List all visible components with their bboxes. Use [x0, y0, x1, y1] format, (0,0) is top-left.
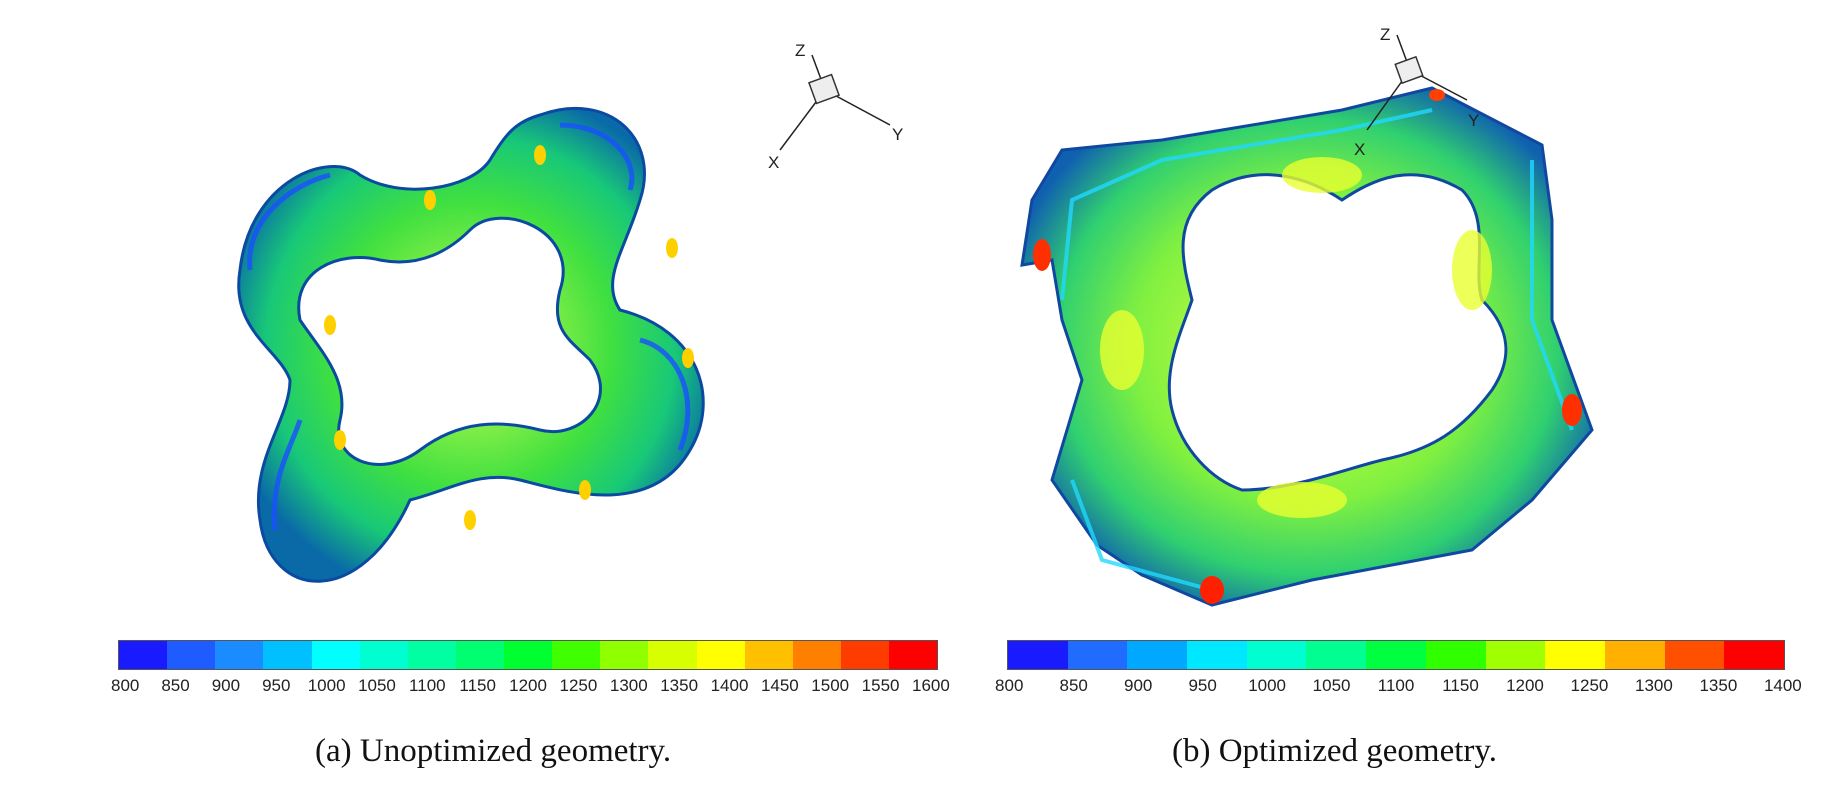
colorbar-segment	[792, 641, 841, 669]
colorbar-segment	[1664, 641, 1725, 669]
colorbar-tick-label: 1050	[358, 676, 396, 695]
colorbar-segment	[1187, 641, 1247, 669]
colorbar-tick-label: 900	[1123, 676, 1153, 695]
torus-render-unoptimized: X Y Z	[237, 41, 903, 583]
colorbar-segment	[1246, 641, 1307, 669]
colorbar-segment	[552, 641, 601, 669]
colorbar-tick-label: 1350	[1699, 676, 1738, 695]
axis-y-label: Y	[1468, 111, 1479, 130]
colorbar-segment	[119, 641, 168, 669]
colorbar-tick-label: 1400	[710, 676, 749, 695]
colorbar-tick-label: 850	[161, 676, 190, 695]
colorbar-segment	[407, 641, 456, 669]
colorbar-tick-label: 1600	[912, 676, 950, 695]
colorbar-tick-label: 1200	[1506, 676, 1544, 695]
optimized-ring-surface	[1020, 86, 1594, 607]
colorbar-tick-label: 1050	[1312, 676, 1351, 695]
colorbar-tick-label: 1550	[861, 676, 900, 695]
colorbar-optimized	[1007, 640, 1785, 670]
colorbar-tick-label: 1300	[1635, 676, 1673, 695]
axis-x-label: X	[768, 153, 779, 172]
colorbar-segment	[744, 641, 793, 669]
colorbar-tick-label: 800	[110, 676, 140, 695]
axis-y-label: Y	[892, 125, 903, 144]
colorbar-ticks-optimized: 800 850 900 950 1000 1050 1100 1150 1200 1250 1300…	[977, 676, 1815, 696]
colorbar-tick-label: 1250	[559, 676, 598, 695]
panel-optimized: X Y Z 800 850 900 950 1000 1050 1100 1150 1200 12…	[912, 0, 1825, 797]
colorbar-tick-label: 1000	[1248, 676, 1287, 695]
colorbar-segment	[311, 641, 360, 669]
colorbar-tick-label: 900	[211, 676, 241, 695]
colorbar-segment	[263, 641, 312, 669]
colorbar-tick-label: 950	[1188, 676, 1217, 695]
colorbar-segment	[1127, 641, 1188, 669]
colorbar-segment	[1425, 641, 1486, 669]
colorbar-tick-label: 1350	[660, 676, 699, 695]
colorbar-tick-label: 1100	[409, 676, 446, 695]
colorbar-tick-label: 850	[1059, 676, 1088, 695]
colorbar-segment	[648, 641, 697, 669]
colorbar-segment	[1545, 641, 1605, 669]
axis-z-label: Z	[1380, 25, 1390, 44]
colorbar-tick-label: 950	[262, 676, 291, 695]
colorbar-segment	[1067, 641, 1128, 669]
colorbar-unoptimized	[118, 640, 938, 670]
colorbar-ticks-unoptimized: 800 850 900 950 1000 1050 1100 1150 1200 1250 1300…	[100, 676, 956, 696]
colorbar-segment	[1366, 641, 1426, 669]
colorbar-tick-label: 1300	[609, 676, 648, 695]
axis-triad: X Y Z	[1354, 25, 1479, 159]
colorbar-segment	[1485, 641, 1546, 669]
unoptimized-ring-surface	[237, 106, 705, 583]
colorbar-tick-label: 1250	[1570, 676, 1609, 695]
colorbar-segment	[455, 641, 504, 669]
colorbar-tick-label: 1400	[1763, 676, 1802, 695]
colorbar-segment	[889, 641, 938, 669]
caption-optimized: (b) Optimized geometry.	[1172, 733, 1498, 769]
caption-unoptimized: (a) Unoptimized geometry.	[315, 733, 672, 769]
colorbar-segment	[696, 641, 745, 669]
colorbar-tick-label: 800	[995, 676, 1024, 695]
colorbar-tick-label: 1100	[1377, 676, 1415, 695]
colorbar-tick-label: 1150	[1442, 676, 1479, 695]
colorbar-segment	[1724, 641, 1784, 669]
axis-z-label: Z	[795, 41, 805, 60]
colorbar-segment	[1008, 641, 1068, 669]
colorbar-tick-label: 1500	[811, 676, 850, 695]
axis-x-label: X	[1354, 140, 1365, 159]
colorbar-segment	[840, 641, 889, 669]
colorbar-tick-label: 1200	[509, 676, 547, 695]
colorbar-segment	[215, 641, 264, 669]
colorbar-tick-label: 1000	[307, 676, 346, 695]
axis-triad: X Y Z	[768, 41, 903, 172]
colorbar-segment	[1604, 641, 1665, 669]
panel-unoptimized: X Y Z 800 850 900 950 1000 1050 1100 1150 1200 12…	[0, 0, 950, 797]
colorbar-segment	[1306, 641, 1367, 669]
colorbar-tick-label: 1450	[760, 676, 799, 695]
colorbar-segment	[600, 641, 649, 669]
colorbar-segment	[167, 641, 216, 669]
colorbar-segment	[504, 641, 553, 669]
colorbar-tick-label: 1150	[459, 676, 496, 695]
colorbar-segment	[359, 641, 408, 669]
torus-render-optimized: X Y Z	[1020, 25, 1594, 607]
